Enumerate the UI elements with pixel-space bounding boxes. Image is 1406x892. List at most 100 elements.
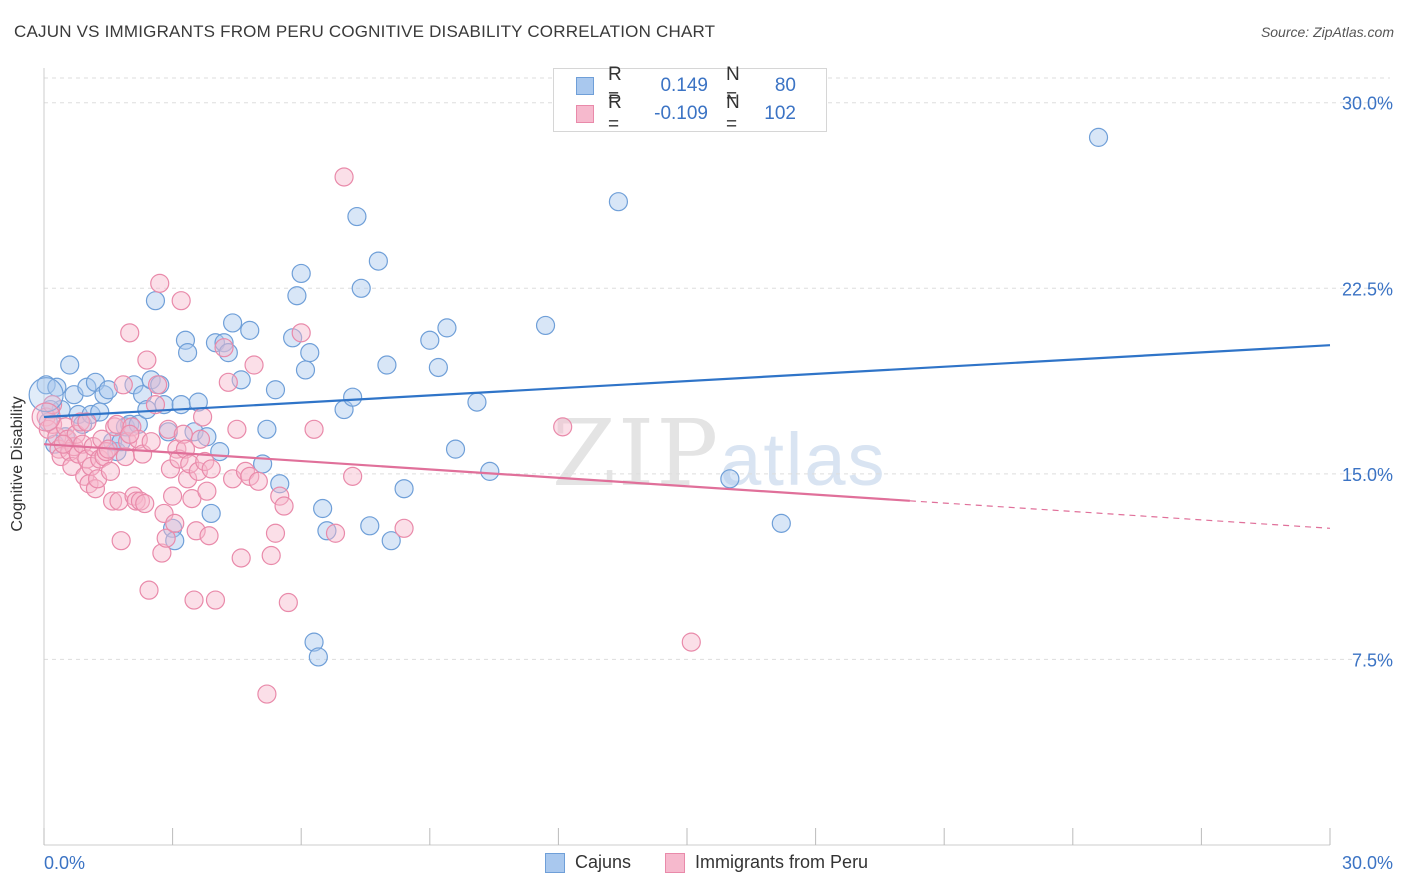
source-label: Source: ZipAtlas.com: [1260, 24, 1394, 40]
peru-point: [291, 323, 311, 343]
cajun-point: [347, 206, 367, 227]
legend-item-cajuns[interactable]: Cajuns: [545, 852, 631, 873]
peru-point: [195, 451, 215, 472]
peru-point: [158, 419, 178, 439]
cajun-point: [480, 461, 500, 481]
cajun-point: [351, 278, 371, 298]
legend-swatch-cajuns: [545, 852, 565, 873]
cajun-point: [300, 343, 320, 363]
peru-point: [109, 491, 129, 511]
cajun-point: [60, 355, 80, 375]
cajun-point: [313, 498, 333, 519]
watermark: ZIPatlas: [552, 400, 886, 507]
peru-point: [163, 486, 183, 506]
peru-point: [186, 521, 206, 541]
peru-point: [553, 417, 573, 437]
peru-point: [120, 424, 140, 444]
peru-point: [150, 273, 170, 293]
peru-point: [154, 503, 174, 524]
cajun-point: [178, 343, 198, 363]
cajun-point-large: [28, 377, 64, 413]
peru-point: [145, 394, 166, 415]
peru-point: [137, 350, 157, 370]
peru-point: [147, 375, 168, 395]
peru-trend-line: [43, 443, 910, 502]
cajun-point: [240, 320, 260, 340]
cajun-point: [291, 263, 311, 284]
peru-point: [274, 496, 294, 516]
peru-point: [231, 548, 251, 568]
legend-n-value: 102: [764, 103, 796, 124]
peru-point: [199, 526, 219, 546]
peru-point: [343, 466, 363, 486]
x-tick-label-max: 30.0%: [1342, 853, 1393, 873]
cajun-point: [360, 516, 380, 536]
peru-point: [171, 291, 191, 311]
peru-point: [113, 375, 133, 395]
peru-point: [201, 459, 221, 479]
cajun-point: [420, 330, 440, 350]
cajun-point: [445, 439, 466, 459]
cajun-trend-line: [43, 344, 1331, 419]
peru-point: [248, 471, 268, 491]
peru-point: [394, 518, 414, 538]
correlation-legend: R = 0.149 N = 80 R = -0.109 N = 102: [553, 64, 827, 135]
y-tick-label: 22.5%: [1342, 279, 1393, 299]
peru-point: [257, 684, 277, 704]
cajun-point: [437, 318, 457, 338]
cajun-point: [1088, 127, 1109, 147]
cajun-point: [368, 251, 388, 271]
x-tick-label-min: 0.0%: [44, 853, 85, 873]
watermark-atlas: atlas: [720, 418, 887, 501]
peru-point: [218, 372, 238, 392]
cajun-point: [265, 380, 286, 400]
cajun-point: [304, 632, 324, 652]
peru-point: [122, 417, 142, 437]
cajun-point: [428, 357, 448, 378]
cajun-point: [175, 330, 196, 350]
peru-point: [165, 513, 185, 533]
cajun-point: [201, 503, 221, 524]
cajun-point: [381, 531, 401, 551]
legend-label-peru: Immigrants from Peru: [695, 852, 869, 872]
peru-point: [152, 543, 172, 563]
peru-point: [66, 424, 86, 444]
peru-point: [100, 461, 121, 481]
legend-n-label: N =: [726, 64, 740, 107]
peru-trend-line-extension: [909, 500, 1331, 529]
peru-point: [190, 429, 211, 449]
peru-point: [325, 523, 346, 543]
cajun-point: [394, 479, 414, 499]
peru-point: [214, 338, 234, 358]
cajun-point: [608, 192, 629, 212]
legend-label-cajuns: Cajuns: [575, 852, 632, 872]
peru-point: [265, 523, 286, 543]
peru-point: [261, 545, 281, 566]
cajun-point: [377, 355, 397, 375]
legend-row-cajuns: R = 0.149 N = 80: [576, 64, 796, 107]
legend-swatch-peru: [665, 852, 686, 873]
cajun-point: [171, 394, 191, 415]
series-legend: Cajuns Immigrants from Peru: [545, 852, 902, 873]
peru-point: [156, 528, 176, 548]
peru-point: [111, 531, 131, 551]
cajun-point: [145, 291, 166, 311]
peru-point: [227, 419, 247, 439]
y-axis-label: Cognitive Disability: [9, 396, 26, 532]
cajun-point: [720, 469, 740, 489]
y-tick-label: 15.0%: [1342, 465, 1393, 485]
y-tick-label: 30.0%: [1342, 94, 1393, 114]
peru-point: [141, 432, 161, 452]
cajun-point: [214, 333, 234, 353]
cajun-point: [223, 313, 243, 333]
peru-point: [278, 592, 298, 613]
chart-title: CAJUN VS IMMIGRANTS FROM PERU COGNITIVE …: [14, 22, 716, 41]
legend-item-peru[interactable]: Immigrants from Peru: [665, 852, 868, 873]
cajun-point: [257, 419, 277, 439]
legend-swatch-pink: [576, 105, 594, 123]
legend-swatch-blue: [576, 77, 594, 95]
peru-point: [304, 419, 324, 439]
peru-point: [270, 486, 290, 506]
legend-row-peru: R = -0.109 N = 102: [576, 92, 796, 135]
peru-point: [77, 412, 97, 432]
